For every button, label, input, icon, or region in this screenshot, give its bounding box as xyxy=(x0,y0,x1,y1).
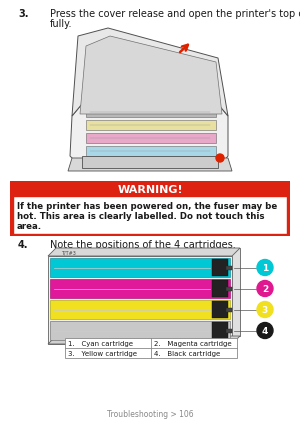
Circle shape xyxy=(257,323,273,339)
Bar xyxy=(226,266,232,270)
Bar xyxy=(86,147,216,157)
Bar xyxy=(13,196,287,234)
Circle shape xyxy=(216,155,224,163)
Polygon shape xyxy=(48,336,240,344)
Polygon shape xyxy=(80,37,222,115)
Text: T/T#3: T/T#3 xyxy=(61,250,76,256)
Bar xyxy=(50,300,230,319)
Circle shape xyxy=(257,302,273,318)
Bar xyxy=(86,108,216,118)
Bar xyxy=(212,322,228,339)
Polygon shape xyxy=(48,248,240,256)
Bar xyxy=(212,259,228,276)
Bar xyxy=(65,338,237,358)
Text: 4: 4 xyxy=(262,326,268,335)
Bar xyxy=(86,121,216,131)
Text: hot. This area is clearly labelled. Do not touch this: hot. This area is clearly labelled. Do n… xyxy=(17,211,265,221)
Bar xyxy=(212,301,228,318)
Polygon shape xyxy=(68,158,232,172)
Text: 2: 2 xyxy=(262,284,268,294)
Bar xyxy=(226,287,232,291)
Text: 2.   Magenta cartridge: 2. Magenta cartridge xyxy=(154,340,232,346)
Bar xyxy=(50,259,230,277)
Circle shape xyxy=(257,281,273,297)
Bar xyxy=(50,279,230,298)
Text: Note the positions of the 4 cartridges.: Note the positions of the 4 cartridges. xyxy=(50,239,236,249)
Text: 3: 3 xyxy=(262,305,268,314)
Text: Troubleshooting > 106: Troubleshooting > 106 xyxy=(107,409,193,418)
Text: 3.: 3. xyxy=(18,9,28,19)
Text: 3.   Yellow cartridge: 3. Yellow cartridge xyxy=(68,350,137,356)
Bar xyxy=(82,157,218,169)
Text: 1.   Cyan cartridge: 1. Cyan cartridge xyxy=(68,340,133,346)
Text: 4.: 4. xyxy=(18,239,28,249)
Text: fully.: fully. xyxy=(50,19,73,29)
Text: area.: area. xyxy=(17,222,42,230)
Bar xyxy=(226,329,232,333)
Polygon shape xyxy=(70,105,228,169)
Text: 4.   Black cartridge: 4. Black cartridge xyxy=(154,350,220,356)
Bar xyxy=(212,280,228,297)
Bar xyxy=(50,321,230,340)
Bar xyxy=(10,181,290,236)
Circle shape xyxy=(257,260,273,276)
Polygon shape xyxy=(56,248,240,336)
Bar xyxy=(226,308,232,312)
Text: If the printer has been powered on, the fuser may be: If the printer has been powered on, the … xyxy=(17,201,277,210)
Polygon shape xyxy=(72,29,228,117)
Text: Press the cover release and open the printer's top cover: Press the cover release and open the pri… xyxy=(50,9,300,19)
Bar xyxy=(86,134,216,144)
Text: WARNING!: WARNING! xyxy=(117,184,183,195)
Polygon shape xyxy=(48,256,232,344)
Text: 1: 1 xyxy=(262,263,268,272)
